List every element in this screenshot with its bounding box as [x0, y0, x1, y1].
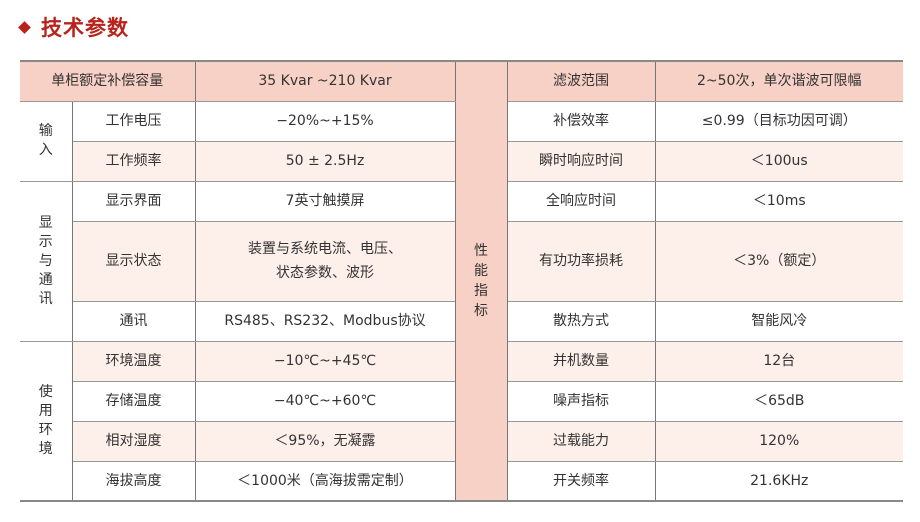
row-value: ＜1000米（高海拔需定制）	[194, 460, 456, 502]
performance-group-label: 性能指标	[454, 60, 508, 502]
header-left-label: 单柜额定补偿容量	[20, 60, 196, 102]
row-label: 海拔高度	[71, 460, 196, 502]
row-value: RS485、RS232、Modbus协议	[194, 300, 456, 342]
header-right-label: 滤波范围	[506, 60, 656, 102]
table-row: 使用环境 环境温度 −10℃~+45℃ 并机数量 12台	[20, 340, 903, 502]
table-row: 显示状态 装置与系统电流、电压、 状态参数、波形 有功功率损耗 ＜3%（额定）	[20, 220, 903, 302]
section-title: 技术参数	[18, 12, 129, 42]
header-left-value: 35 Kvar ~210 Kvar	[194, 60, 456, 102]
perf-label: 瞬时响应时间	[506, 140, 656, 182]
row-value: −20%~+15%	[194, 100, 456, 142]
perf-value: ＜100us	[654, 140, 903, 182]
perf-label: 并机数量	[506, 340, 656, 382]
table-row: 通讯 RS485、RS232、Modbus协议 散热方式 智能风冷	[20, 300, 903, 342]
perf-label: 有功功率损耗	[506, 220, 656, 302]
row-value: −10℃~+45℃	[194, 340, 456, 382]
perf-label: 开关频率	[506, 460, 656, 502]
table-row: 显示与通讯 显示界面 7英寸触摸屏 全响应时间 ＜10ms	[20, 180, 903, 342]
table-row: 相对湿度 ＜95%，无凝露 过载能力 120%	[20, 420, 903, 462]
row-value: −40℃~+60℃	[194, 380, 456, 422]
table-row: 海拔高度 ＜1000米（高海拔需定制） 开关频率 21.6KHz	[20, 460, 903, 502]
row-value: ＜95%，无凝露	[194, 420, 456, 462]
perf-label: 散热方式	[506, 300, 656, 342]
group-label: 显示与通讯	[20, 180, 73, 342]
row-label: 显示状态	[71, 220, 196, 302]
perf-value: ＜10ms	[654, 180, 903, 222]
row-value: 装置与系统电流、电压、 状态参数、波形	[194, 220, 456, 302]
diamond-bullet-icon	[18, 20, 31, 34]
group-label: 使用环境	[20, 340, 73, 502]
row-label: 环境温度	[71, 340, 196, 382]
perf-value: 21.6KHz	[654, 460, 903, 502]
header-right-value: 2~50次，单次谐波可限幅	[654, 60, 903, 102]
perf-value: ≤0.99（目标功因可调）	[654, 100, 903, 142]
title-text: 技术参数	[41, 16, 129, 40]
row-value-line: 状态参数、波形	[276, 265, 374, 281]
perf-value: ＜3%（额定）	[654, 220, 903, 302]
row-value: 7英寸触摸屏	[194, 180, 456, 222]
spec-table: 单柜额定补偿容量 35 Kvar ~210 Kvar 性能指标 滤波范围 2~5…	[20, 60, 903, 502]
perf-value: ＜65dB	[654, 380, 903, 422]
row-label: 工作频率	[71, 140, 196, 182]
group-label: 输入	[20, 100, 73, 182]
row-label: 通讯	[71, 300, 196, 342]
row-label: 工作电压	[71, 100, 196, 142]
row-label: 显示界面	[71, 180, 196, 222]
row-value: 50 ± 2.5Hz	[194, 140, 456, 182]
table-row: 单柜额定补偿容量 35 Kvar ~210 Kvar 性能指标 滤波范围 2~5…	[20, 60, 903, 502]
table-row: 存储温度 −40℃~+60℃ 噪声指标 ＜65dB	[20, 380, 903, 422]
perf-label: 补偿效率	[506, 100, 656, 142]
perf-value: 智能风冷	[654, 300, 903, 342]
row-label: 存储温度	[71, 380, 196, 422]
perf-label: 过载能力	[506, 420, 656, 462]
perf-value: 120%	[654, 420, 903, 462]
row-label: 相对湿度	[71, 420, 196, 462]
perf-value: 12台	[654, 340, 903, 382]
row-value-line: 装置与系统电流、电压、	[248, 241, 402, 257]
perf-label: 全响应时间	[506, 180, 656, 222]
perf-label: 噪声指标	[506, 380, 656, 422]
